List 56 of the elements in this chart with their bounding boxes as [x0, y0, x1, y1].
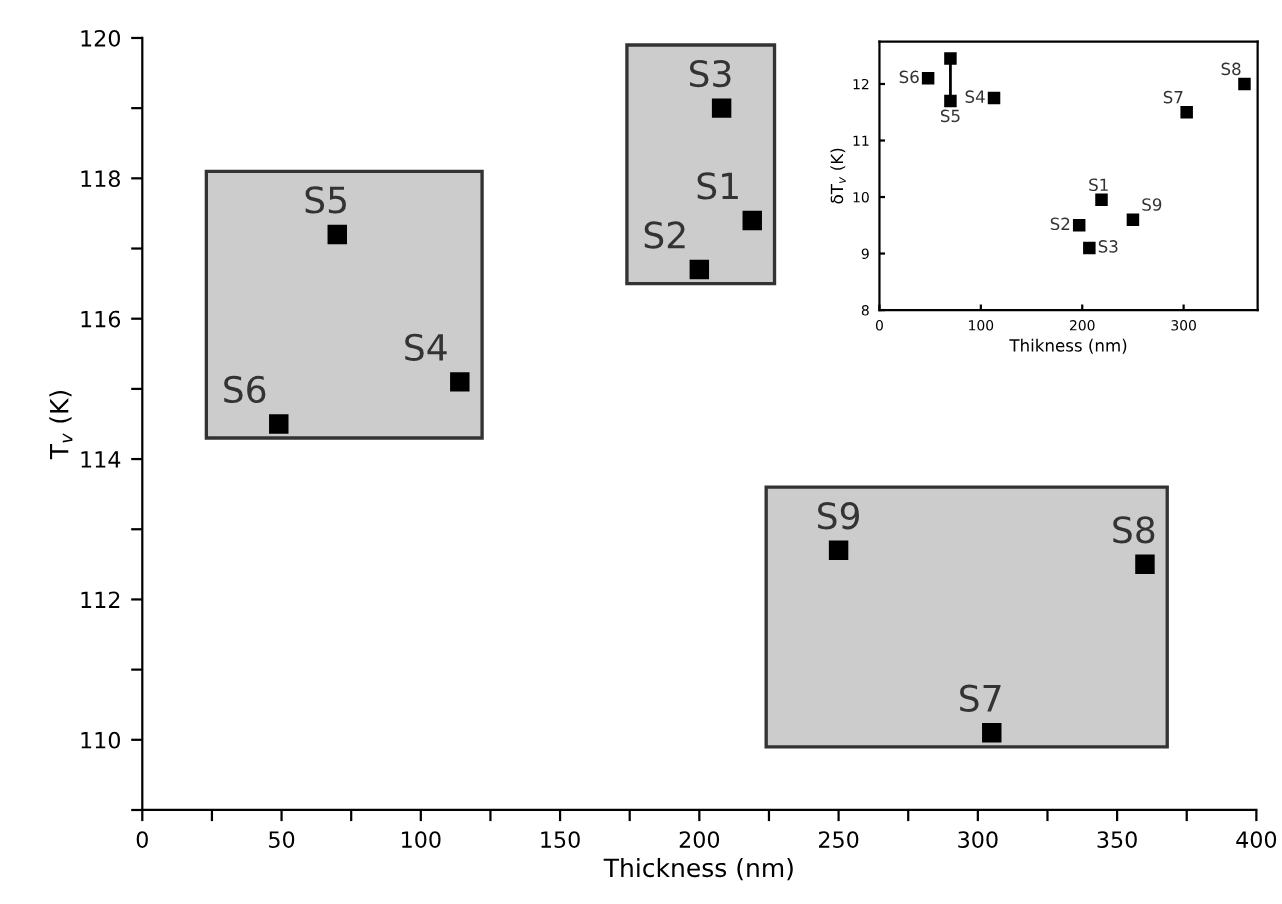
point [327, 224, 347, 245]
y-tick-label: 120 [81, 29, 120, 47]
y-axis-title: T$_{v}$ (K) [49, 390, 73, 460]
x-tick-label: 350 [1097, 831, 1137, 849]
point [1238, 77, 1251, 91]
point [982, 723, 1002, 743]
annotation: S8 [1221, 62, 1241, 76]
point [921, 72, 935, 85]
annotation: S7 [960, 684, 1001, 712]
annotation: S9 [818, 502, 859, 530]
annotation: S4 [965, 90, 985, 103]
point [987, 91, 1001, 105]
point [689, 259, 710, 280]
point [711, 98, 732, 118]
x-tick-label: 0 [136, 831, 148, 849]
x-tick-label: 200 [679, 831, 720, 849]
annotation: S8 [1113, 516, 1155, 544]
point [1083, 241, 1096, 255]
annotation: S5 [940, 109, 960, 123]
point [944, 94, 957, 108]
y-tick-label: 110 [81, 731, 120, 749]
y-tick-label: 112 [81, 591, 120, 608]
annotation: S5 [305, 186, 346, 214]
annotation: S9 [1142, 198, 1162, 211]
annotation: S6 [899, 70, 919, 84]
point [1180, 105, 1193, 119]
x-tick-label: 100 [402, 831, 441, 849]
annotation: S7 [1163, 90, 1183, 104]
x-tick-label: 150 [541, 831, 580, 849]
annotation: S4 [405, 333, 447, 361]
annotation: S1 [697, 172, 738, 200]
point [944, 52, 957, 65]
x-tick-label: 50 [269, 831, 295, 849]
annotation: S1 [1089, 178, 1108, 192]
y-axis-title: δT$_{v}$ (K) [830, 148, 846, 204]
annotation: S2 [1050, 217, 1070, 231]
point [269, 414, 289, 434]
point [450, 372, 470, 392]
point [1095, 193, 1108, 207]
y-tick-label: 116 [81, 310, 121, 328]
annotation: S3 [689, 59, 731, 88]
y-tick-label: 118 [81, 170, 120, 188]
x-tick-label: 400 [1236, 831, 1277, 849]
annotation: S3 [1098, 240, 1118, 253]
annotation: S6 [224, 375, 266, 404]
x-tick-label: 250 [819, 831, 859, 849]
point [742, 210, 762, 231]
point [1135, 554, 1155, 575]
point [1126, 213, 1140, 226]
point [1072, 219, 1086, 232]
x-tick-label: 300 [958, 831, 998, 849]
point [828, 540, 849, 561]
x-axis-title: Thickness (nm) [603, 857, 793, 881]
y-tick-label: 114 [81, 451, 121, 468]
x-axis-title: Thikness (nm) [1009, 338, 1127, 354]
annotation: S2 [644, 221, 685, 249]
